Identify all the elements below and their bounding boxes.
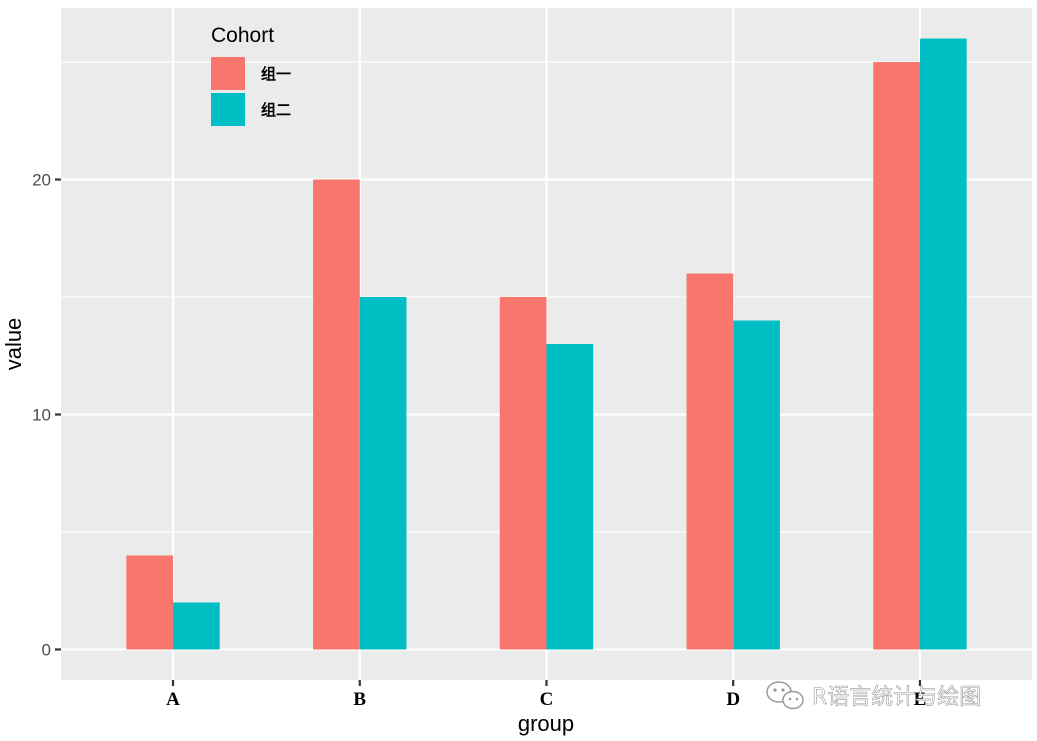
axes: 0 10 20 A B C D E xyxy=(32,171,926,710)
legend-title: Cohort xyxy=(211,24,274,47)
legend-label-series-1: 组一 xyxy=(261,65,291,83)
bar-series-2-A xyxy=(173,602,220,650)
watermark-text: R语言统计与绘图 xyxy=(812,685,981,710)
x-tick-label: D xyxy=(726,689,740,710)
bar-series-1-A xyxy=(126,555,174,650)
bar-series-1-B xyxy=(313,179,360,650)
bar-series-1-C xyxy=(499,297,547,650)
legend-label-series-2: 组二 xyxy=(261,101,291,119)
y-tick-label: 10 xyxy=(32,405,51,424)
bar-series-2-E xyxy=(919,38,967,650)
x-tick-label: A xyxy=(166,689,180,710)
legend-key-series-2 xyxy=(211,93,245,126)
bar-series-2-B xyxy=(359,297,407,650)
legend: Cohort 组一 组二 xyxy=(211,24,291,126)
x-tick-label: B xyxy=(353,689,366,710)
bars xyxy=(126,38,967,650)
bar-series-2-D xyxy=(733,320,780,650)
watermark: R语言统计与绘图 xyxy=(766,681,982,710)
legend-key-series-1 xyxy=(211,57,245,90)
x-axis-title: group xyxy=(518,711,574,736)
y-tick-label: 0 xyxy=(42,640,51,659)
x-tick-label: C xyxy=(540,689,554,710)
bar-series-2-C xyxy=(546,344,594,650)
wechat-icon xyxy=(766,681,804,710)
y-tick-label: 20 xyxy=(32,171,51,190)
y-axis-title: value xyxy=(1,318,26,371)
bar-series-1-D xyxy=(686,273,734,650)
bar-series-1-E xyxy=(873,62,920,650)
x-tick-label: E xyxy=(914,689,927,710)
